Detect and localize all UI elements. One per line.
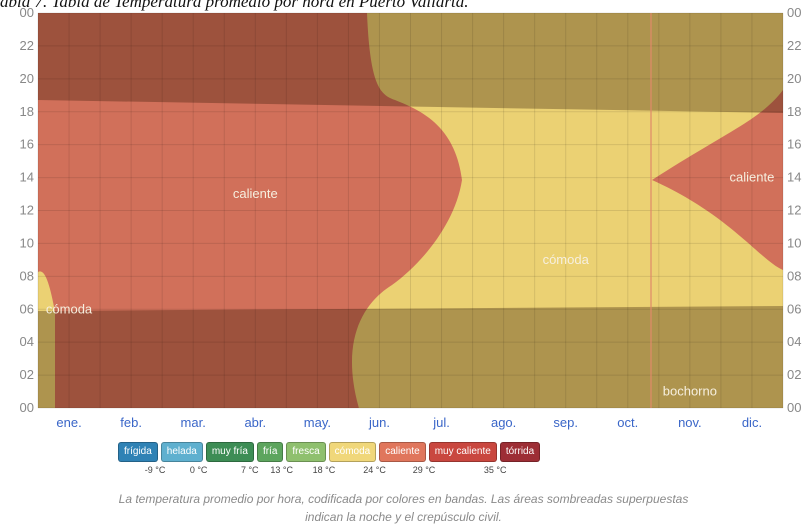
chart-caption: La temperatura promedio por hora, codifi… <box>0 490 807 526</box>
y-tick-label: 02 <box>20 367 34 382</box>
morning-twilight-band <box>38 306 783 408</box>
zone-label: caliente <box>730 170 775 185</box>
y-tick-label: 00 <box>787 5 801 20</box>
y-tick-label: 06 <box>787 301 801 316</box>
legend-item: helada <box>160 442 203 462</box>
month-tick-label: jun. <box>368 415 390 430</box>
y-tick-label: 10 <box>20 235 34 250</box>
y-ticks-left: 00 02 04 06 08 10 12 14 16 18 20 22 00 <box>20 5 34 415</box>
zone-label: caliente <box>233 186 278 201</box>
legend-threshold: -9 °C <box>144 465 166 475</box>
legend-item: caliente <box>379 442 426 462</box>
y-tick-label: 22 <box>20 38 34 53</box>
zone-labels: caliente cómoda caliente cómoda bochorno <box>46 170 774 399</box>
month-tick-label: ago. <box>491 415 516 430</box>
legend-threshold: 35 °C <box>483 465 507 475</box>
chart-title: abla 7. Tabla de Temperatura promedio po… <box>0 0 469 11</box>
legend-item: muy caliente <box>428 442 497 462</box>
y-tick-label: 22 <box>787 38 801 53</box>
y-tick-label: 14 <box>787 170 801 185</box>
y-tick-label: 00 <box>20 400 34 415</box>
legend-threshold: 18 °C <box>312 465 336 475</box>
legend-item: fría <box>256 442 284 462</box>
month-ticks: ene. feb. mar. abr. may. jun. jul. ago. sep. oct.… <box>56 415 762 430</box>
caliente-band-left <box>38 13 462 408</box>
y-tick-label: 00 <box>787 400 801 415</box>
month-tick-label: nov. <box>678 415 702 430</box>
caption-line-1: La temperatura promedio por hora, codifi… <box>118 492 689 506</box>
y-tick-label: 06 <box>20 301 34 316</box>
y-tick-label: 02 <box>787 367 801 382</box>
month-tick-label: feb. <box>120 415 142 430</box>
y-tick-label: 12 <box>20 203 34 218</box>
y-tick-label: 20 <box>20 71 34 86</box>
legend-threshold: 13 °C <box>270 465 294 475</box>
y-tick-label: 18 <box>787 104 801 119</box>
evening-twilight-band <box>38 13 783 113</box>
legend-threshold: 29 °C <box>412 465 436 475</box>
y-tick-label: 12 <box>787 203 801 218</box>
month-tick-label: mar. <box>181 415 206 430</box>
legend-item: muy fría <box>205 442 254 462</box>
y-tick-label: 04 <box>20 334 34 349</box>
temperature-heatmap: 00 02 04 06 08 10 12 14 16 18 20 22 00 00 02 04 06 08 10 1… <box>20 5 802 430</box>
legend-item: frígida <box>118 442 158 462</box>
legend-item: tórrida <box>499 442 541 462</box>
y-ticks-right: 00 02 04 06 08 10 12 14 16 18 20 22 00 <box>787 5 801 415</box>
legend-threshold: 24 °C <box>363 465 386 475</box>
caption-line-2: indican la noche y el crepúsculo civil. <box>305 510 502 524</box>
y-tick-label: 14 <box>20 170 34 185</box>
y-tick-label: 20 <box>787 71 801 86</box>
month-tick-label: jul. <box>432 415 450 430</box>
y-tick-label: 16 <box>787 137 801 152</box>
caliente-band-right <box>652 90 783 270</box>
month-tick-label: sep. <box>553 415 578 430</box>
grid-lines <box>37 12 784 409</box>
legend-item: fresca <box>286 442 326 462</box>
zone-label: cómoda <box>46 301 93 316</box>
legend-threshold: 7 °C <box>240 465 259 475</box>
y-tick-label: 00 <box>20 5 34 20</box>
y-tick-label: 08 <box>20 268 34 283</box>
zone-label: bochorno <box>663 384 717 399</box>
month-tick-label: oct. <box>617 415 638 430</box>
month-tick-label: may. <box>304 415 331 430</box>
y-tick-label: 08 <box>787 268 801 283</box>
legend-threshold: 0 °C <box>189 465 208 475</box>
legend-item: cómoda <box>328 442 377 462</box>
month-tick-label: dic. <box>742 415 762 430</box>
y-tick-label: 10 <box>787 235 801 250</box>
zone-label: cómoda <box>543 252 590 267</box>
y-tick-label: 04 <box>787 334 801 349</box>
y-tick-label: 18 <box>20 104 34 119</box>
color-legend: frígida helada muy fría fría fresca cómoda cal… <box>118 442 541 462</box>
month-tick-label: abr. <box>244 415 266 430</box>
month-tick-label: ene. <box>56 415 81 430</box>
y-tick-label: 16 <box>20 137 34 152</box>
